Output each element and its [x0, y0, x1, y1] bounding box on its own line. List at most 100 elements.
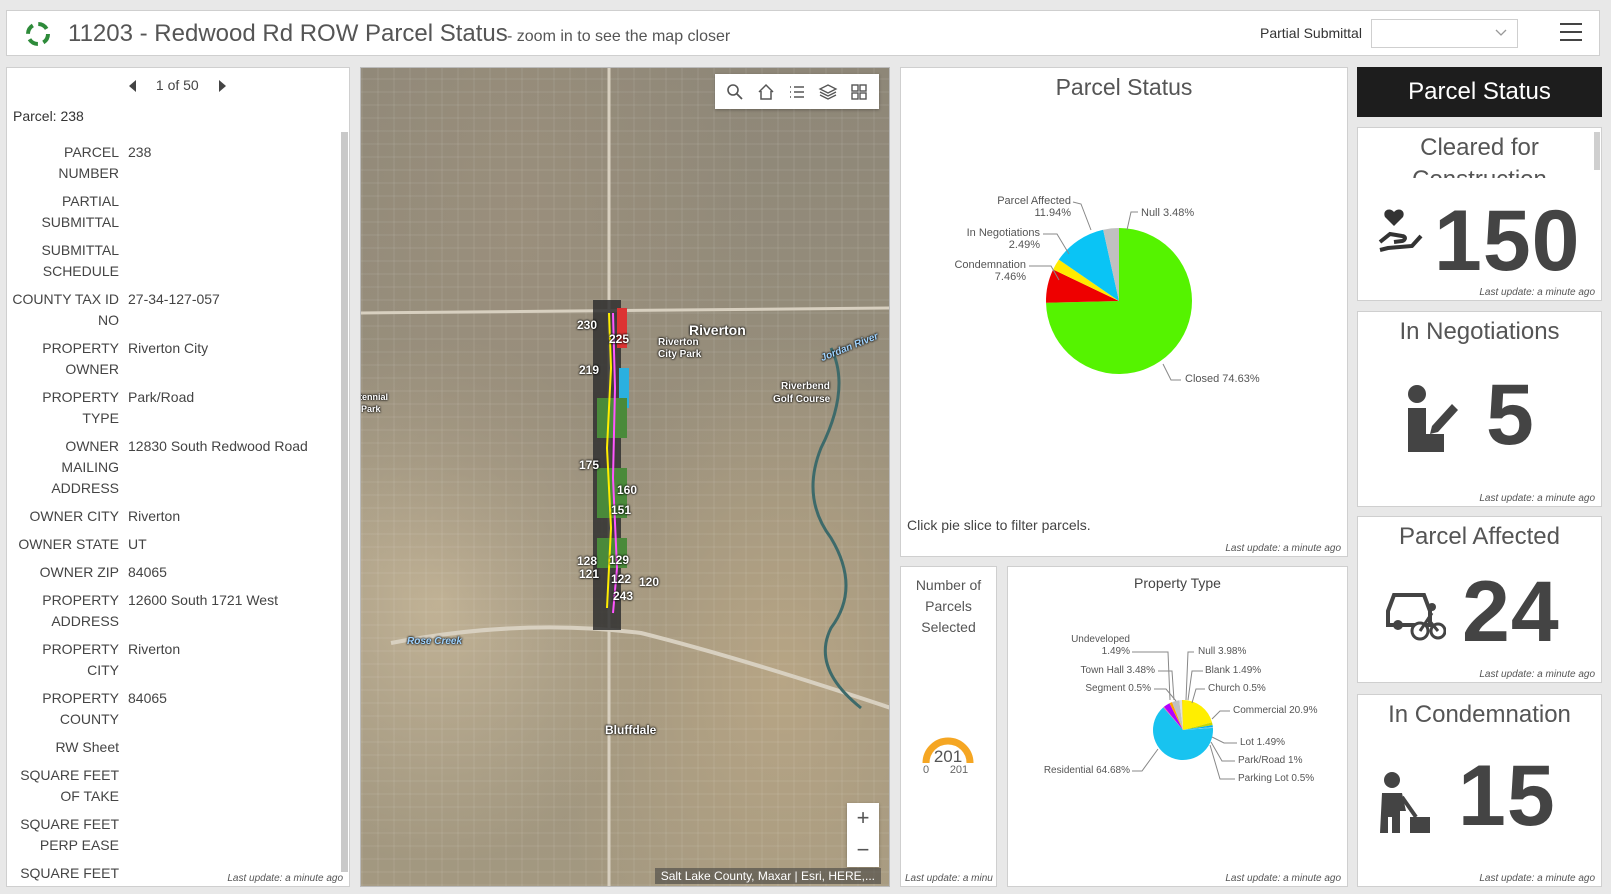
field-label-line: SQUARE FEET	[20, 767, 119, 783]
leader-line	[1126, 211, 1138, 231]
indicator-condemnation: In Condemnation 15 Last update: a minute…	[1357, 694, 1602, 887]
parcel-number-label[interactable]: 121	[579, 567, 600, 581]
pie-slice-in-negotiations[interactable]	[1053, 259, 1119, 301]
count-title-line: Parcels	[925, 598, 972, 614]
leader-line	[1132, 651, 1171, 701]
home-icon[interactable]	[756, 82, 776, 102]
pie-slice-closed[interactable]	[1046, 228, 1192, 374]
field-row: PROPERTY TYPE Park/Road	[7, 387, 337, 429]
field-label-line: PARCEL	[64, 144, 119, 160]
pie-slice-park-road[interactable]	[1183, 725, 1213, 730]
slice-label: 2.49%	[1009, 239, 1040, 251]
zoom-in-button[interactable]: +	[856, 805, 870, 830]
parcel-number-label[interactable]: 230	[577, 318, 598, 332]
parcel-number-label[interactable]: 120	[639, 575, 660, 589]
pie-slice-segment[interactable]	[1163, 706, 1183, 730]
map-attribution[interactable]: Salt Lake County, Maxar | Esri, HERE,...	[654, 868, 881, 884]
field-row: OWNER MAILING ADDRESS 12830 South Redwood R…	[7, 436, 337, 499]
field-row: SQUARE FEET OF TAKE	[7, 765, 337, 807]
pie-slice-null[interactable]	[1172, 700, 1183, 730]
search-icon[interactable]	[725, 82, 745, 102]
layers-icon[interactable]	[818, 82, 838, 102]
parcel-number-label[interactable]: 175	[579, 458, 600, 472]
field-label-line: SUBMITTAL	[41, 242, 119, 258]
partial-submittal-select[interactable]	[1371, 19, 1518, 48]
parcel-number-label[interactable]: 128	[577, 554, 598, 568]
field-row: RW Sheet	[7, 737, 337, 758]
title-scrollbar[interactable]	[1594, 132, 1600, 170]
place-label: Riverton	[689, 322, 746, 338]
field-value: 27-34-127-057	[128, 291, 220, 307]
field-label-line: OWNER ZIP	[39, 564, 119, 580]
parcel-number-label[interactable]: 225	[609, 332, 630, 346]
indicator-value: 5	[1486, 367, 1535, 463]
field-label-line: TEMP EASE	[7, 884, 119, 886]
field-label: OWNER STATE	[7, 534, 119, 555]
zoom-out-button[interactable]: −	[856, 837, 870, 862]
place-label: City Park	[658, 349, 702, 360]
pie-slice-blank[interactable]	[1179, 700, 1183, 730]
leader-line	[1072, 201, 1092, 231]
pie-slice-undeveloped[interactable]	[1169, 702, 1183, 730]
river-line	[811, 347, 862, 710]
pie-slice-commercial[interactable]	[1183, 700, 1213, 730]
slice-label: Town Hall 3.48%	[1081, 665, 1156, 676]
pie-slice-parking-lot[interactable]	[1183, 726, 1213, 730]
field-row: OWNER CITY Riverton	[7, 506, 337, 527]
field-label-line: OWNER	[65, 361, 119, 377]
field-label-line: OWNER CITY	[29, 508, 119, 524]
basemap-gallery-icon[interactable]	[849, 82, 869, 102]
field-label-line: PROPERTY	[42, 592, 119, 608]
pie-slice-null[interactable]	[1103, 228, 1119, 301]
previous-arrow-icon[interactable]	[129, 80, 136, 93]
slice-label: Segment 0.5%	[1085, 683, 1151, 694]
hamburger-menu-button[interactable]	[1560, 23, 1582, 43]
parcel-shape	[619, 368, 629, 408]
field-label: PROPERTY OWNER	[7, 338, 119, 380]
field-row: PARTIAL SUBMITTAL	[7, 191, 337, 233]
parcel-number-label[interactable]: 122	[611, 572, 632, 586]
field-label-line: OF TAKE	[60, 788, 119, 804]
indicator-title: Cleared for Construction	[1412, 134, 1547, 178]
slice-label: Blank 1.49%	[1205, 665, 1261, 676]
field-label-line: COUNTY	[59, 711, 119, 727]
pie-slice-parcel-affected[interactable]	[1058, 229, 1119, 301]
pie-slice-residential[interactable]	[1153, 707, 1213, 760]
next-arrow-icon[interactable]	[218, 80, 226, 93]
field-label-line: PERP EASE	[39, 837, 119, 853]
leader-line	[1162, 363, 1181, 381]
map-panel[interactable]: Riverton Riverton City Park Riverbend Golf C…	[360, 67, 890, 887]
chevron-down-icon	[1495, 29, 1507, 36]
field-value: UT	[128, 536, 147, 552]
pie-slice-town-hall[interactable]	[1163, 703, 1183, 730]
pie-slice-lot[interactable]	[1183, 722, 1213, 730]
legend-list-icon[interactable]	[787, 82, 807, 102]
field-label: RW Sheet	[7, 737, 119, 758]
parcel-heading: Parcel: 238	[13, 108, 84, 124]
parcel-number-label[interactable]: 151	[611, 503, 632, 517]
parcel-details-panel: 1 of 50 Parcel: 238 PARCEL NUMBER 238 PARTI…	[6, 67, 350, 887]
parcel-number-label[interactable]: 129	[609, 553, 630, 567]
leader-line	[1211, 736, 1237, 744]
parcel-number-label[interactable]: 243	[613, 589, 634, 603]
parcel-route	[611, 312, 619, 614]
field-value: Park/Road	[128, 389, 195, 405]
place-label: Park	[361, 404, 381, 414]
field-value: 84065	[128, 690, 167, 706]
parcel-number-label[interactable]: 219	[579, 363, 600, 377]
field-row: PROPERTY OWNER Riverton City	[7, 338, 337, 380]
parcel-number-label[interactable]: 160	[617, 483, 638, 497]
field-label-line: PROPERTY CITY	[42, 641, 119, 678]
field-row: PARCEL NUMBER 238	[7, 142, 337, 184]
car-bicycle-icon	[1386, 593, 1446, 641]
details-scrollbar[interactable]	[341, 132, 348, 872]
pie-slice-condemnation[interactable]	[1046, 269, 1119, 303]
last-update-text: Last update: a minu	[905, 873, 993, 884]
pie-slice-church[interactable]	[1182, 700, 1183, 730]
indicator-value: 150	[1434, 193, 1581, 289]
slice-label: Null 3.48%	[1141, 207, 1194, 219]
water-label: Rose Creek	[407, 636, 463, 647]
field-label-line: NO	[98, 312, 119, 328]
